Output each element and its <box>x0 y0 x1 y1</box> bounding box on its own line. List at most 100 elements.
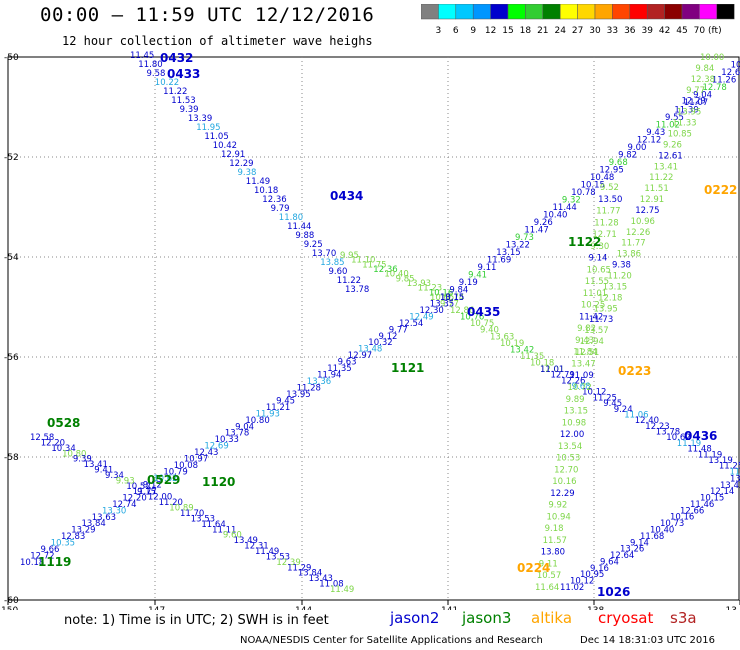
track-swh-value: 9.04 <box>235 422 254 432</box>
track-swh-value: 12.83 <box>61 532 85 542</box>
pass-label-0222: 0222 <box>704 183 737 197</box>
track-swh-value: 11.05 <box>204 132 228 142</box>
track-swh-value: 11.10 <box>351 256 375 266</box>
track-swh-value: 9.93 <box>116 476 135 486</box>
track-swh-value: 11.51 <box>644 184 668 194</box>
track-swh-value: 9.12 <box>379 332 398 342</box>
track-swh-value: 11.01 <box>540 365 564 375</box>
track-swh-value: 13.57 <box>584 326 608 336</box>
track-swh-value: 9.19 <box>459 278 478 288</box>
track-swh-value: 9.77 <box>686 86 705 96</box>
track-swh-value: 9.41 <box>468 271 487 281</box>
track-swh-value: 13.84 <box>298 569 322 579</box>
wave-height-map: -150 -147 -144 -141 -138 -13 -50 -52 -54 -56 -58 -6… <box>0 51 740 610</box>
legend-label: 24 <box>554 26 566 36</box>
track-swh-value: 11.07 <box>684 98 708 108</box>
pass-label-0433: 0433 <box>167 67 200 81</box>
track-swh-value: 10.15 <box>581 181 605 191</box>
pass-label-1120: 1120 <box>202 475 235 489</box>
track-swh-value: 10.08 <box>174 461 198 471</box>
lon-tick-label: -13 <box>722 606 737 610</box>
legend-label: 3 <box>436 26 442 36</box>
track-swh-value: 13.93 <box>407 279 431 289</box>
track-swh-value: 9.82 <box>618 151 637 161</box>
track-swh-value: 10.89 <box>169 504 193 514</box>
track-swh-value: 11.45 <box>130 51 154 61</box>
track-swh-value: 12.72 <box>30 552 54 562</box>
track-swh-value: 12.14 <box>710 487 734 497</box>
track-swh-value: 9.63 <box>338 358 357 368</box>
track-swh-value: 12.49 <box>409 312 433 322</box>
track-swh-value: 13.74 <box>730 474 740 484</box>
legend-label: 6 <box>453 26 459 36</box>
track-swh-value: 13.15 <box>440 293 464 303</box>
track-swh-value: 10.57 <box>537 571 561 581</box>
track-swh-value: 11.49 <box>246 177 270 187</box>
lon-tick-label: -147 <box>145 606 165 610</box>
track-swh-value: 9.89 <box>566 395 585 405</box>
track-swh-value: 10.16 <box>552 477 576 487</box>
legend-jason2: jason2 <box>390 609 440 627</box>
track-swh-value: 12.20 <box>41 438 65 448</box>
track-swh-value: 11.46 <box>690 500 714 510</box>
track-swh-value: 11.35 <box>327 364 351 374</box>
track-swh-value: 10.96 <box>631 217 655 227</box>
track-swh-value: 11.94 <box>317 371 341 381</box>
track-swh-value: 12.71 <box>592 230 616 240</box>
track-swh-value: 13.78 <box>345 285 369 295</box>
track-swh-value: 13.54 <box>558 442 582 452</box>
track-swh-value: 10.18 <box>530 359 554 369</box>
track-swh-value: 13.95 <box>677 108 701 118</box>
track-swh-value: 9.14 <box>630 538 649 548</box>
track-swh-value: 13.42 <box>510 345 534 355</box>
track-swh-value: 11.39 <box>674 106 698 116</box>
pass-label-0436: 0436 <box>684 429 717 443</box>
lat-tick-label: -50 <box>4 53 19 63</box>
track-swh-value: 12.40 <box>635 416 659 426</box>
track-swh-value: 12.00 <box>560 430 584 440</box>
track-swh-value: 12.97 <box>348 351 372 361</box>
legend-label: 70 <box>694 26 706 36</box>
timestamp: Dec 14 18:31:03 UTC 2016 <box>580 635 715 646</box>
pass-label-0528: 0528 <box>47 416 80 430</box>
satellite-tracks: 11.4511.809.5810.2211.2211.539.3913.3911… <box>20 51 740 599</box>
track-swh-value: 13.48 <box>358 345 382 355</box>
track-swh-value: 11.22 <box>649 173 673 183</box>
track-swh-value: 13.39 <box>188 114 212 124</box>
track-swh-value: 13.95 <box>286 390 310 400</box>
track-swh-value: 13.63 <box>490 332 514 342</box>
pass-label-0223: 0223 <box>618 364 651 378</box>
track-swh-value: 11.06 <box>624 411 648 421</box>
track-swh-value: 11.44 <box>287 222 311 232</box>
lat-tick-label: -56 <box>4 353 19 363</box>
track-swh-value: 11.75 <box>362 260 386 270</box>
track-swh-value: 13.26 <box>620 545 644 555</box>
track-swh-value: 9.00 <box>628 143 647 153</box>
track-swh-value: 13.80 <box>541 548 565 558</box>
track-swh-value: 10.33 <box>215 435 239 445</box>
track-swh-value: 11.20 <box>159 498 183 508</box>
credit-line: NOAA/NESDIS Center for Satellite Applica… <box>240 635 543 646</box>
track-swh-value: 12.91 <box>221 150 245 160</box>
track-swh-value: 13.84 <box>82 519 106 529</box>
track-swh-value: 11.44 <box>553 203 577 213</box>
track-swh-value: 9.30 <box>590 242 609 252</box>
track-swh-value: 11.25 <box>719 462 740 472</box>
track-swh-value: 11.48 <box>687 445 711 455</box>
track-swh-value: 10.16 <box>670 513 694 523</box>
track-swh-value: 10.25 <box>581 301 605 311</box>
track-swh-value: 13.30 <box>102 506 126 516</box>
track-swh-value: 10.16 <box>429 288 453 298</box>
legend-swatch-17 <box>716 3 735 20</box>
track-swh-value: 11.57 <box>543 536 567 546</box>
track-swh-value: 12.12 <box>637 136 661 146</box>
track-swh-value: 10.18 <box>254 186 278 196</box>
track-swh-value: 11.19 <box>698 450 722 460</box>
track-swh-value: 11.25 <box>593 393 617 403</box>
track-swh-value: 9.88 <box>295 231 314 241</box>
legend-label: 33 <box>607 26 618 36</box>
track-swh-value: 11.21 <box>266 403 290 413</box>
legend-svg: 3 6 9 12 15 18 21 24 27 30 33 36 39 42 45 70 (ft) <box>420 3 735 36</box>
pass-label-0432: 0432 <box>160 51 193 65</box>
track-swh-value: 11.20 <box>607 272 631 282</box>
